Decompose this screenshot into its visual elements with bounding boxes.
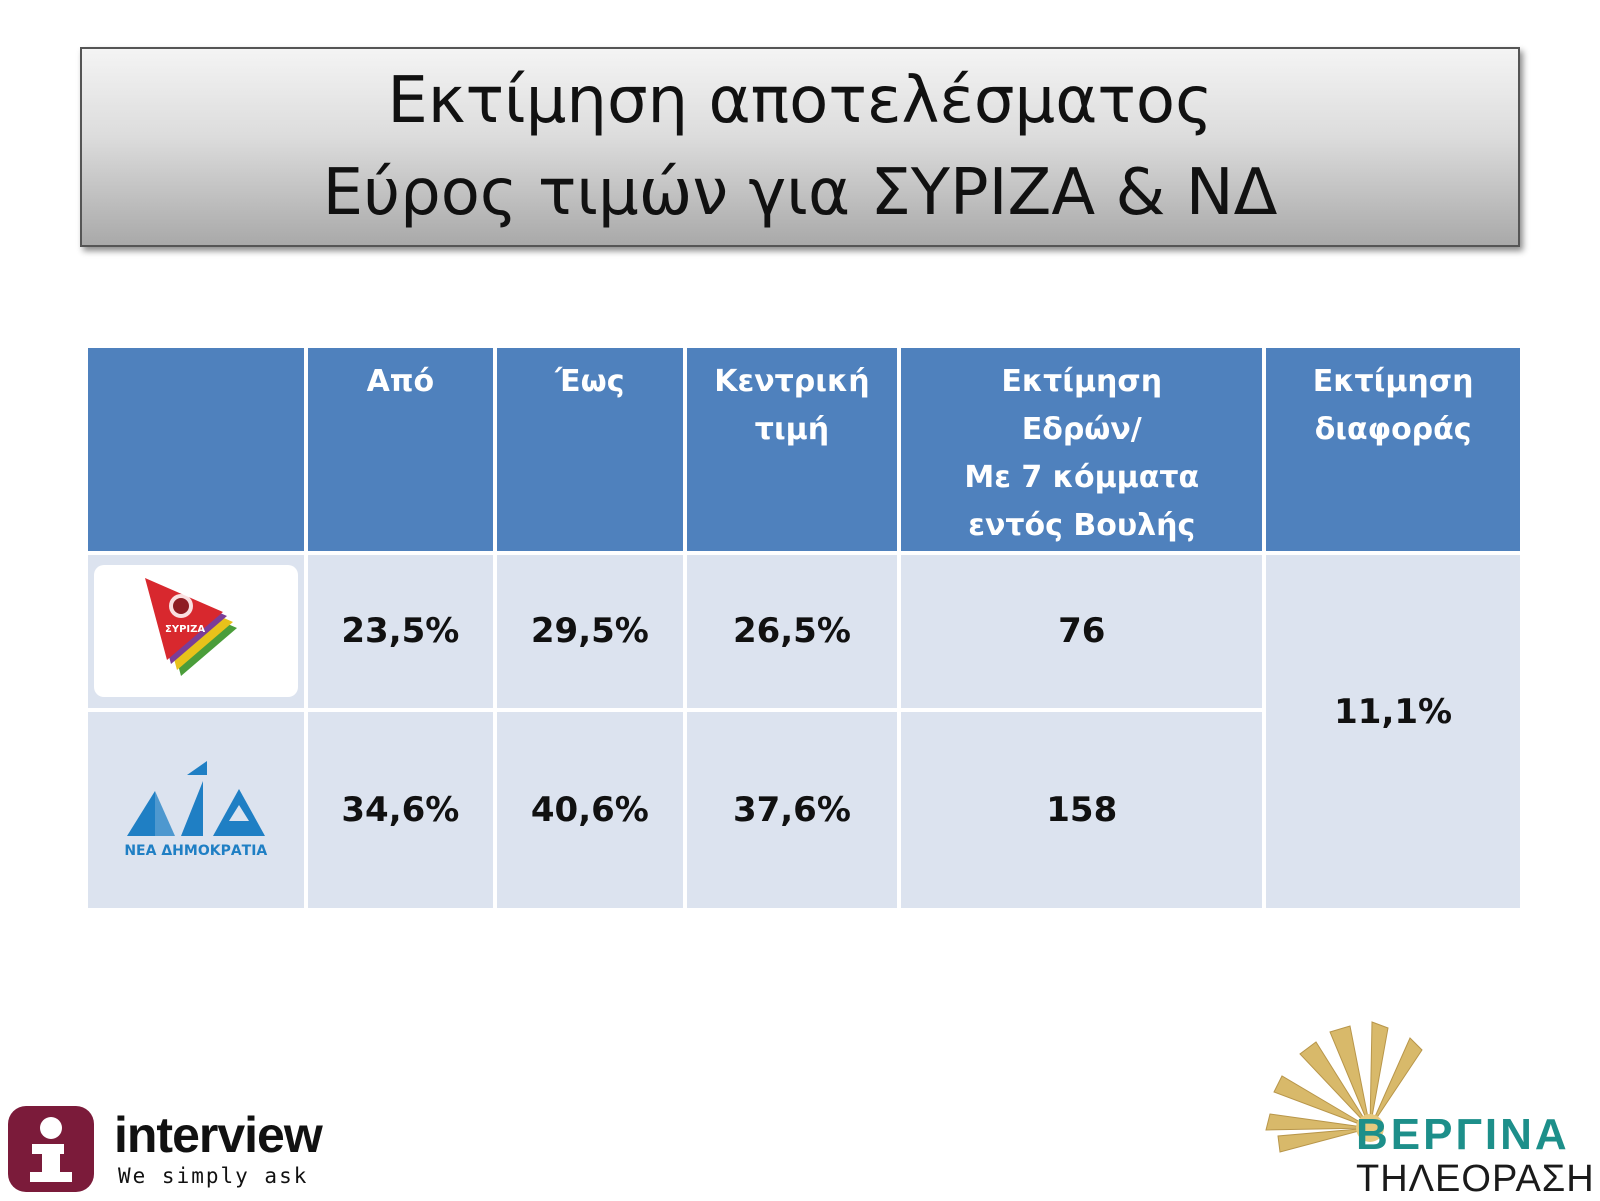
slide-title-line-2: Εύρος τιμών για ΣΥΡΙΖΑ & ΝΔ xyxy=(322,156,1278,230)
interview-slogan: We simply ask xyxy=(118,1164,309,1188)
interview-logo: interview We simply ask xyxy=(8,1106,368,1196)
nd-logo-cell: ΝΕΑ ΔΗΜΟΚΡΑΤΙΑ xyxy=(88,711,304,908)
table-row-nd: ΝΕΑ ΔΗΜΟΚΡΑΤΙΑ 34,6% 40,6% 37,6% 158 xyxy=(88,711,1520,908)
syriza-edres-cell: 76 xyxy=(901,555,1263,708)
nd-kentriki-cell: 37,6% xyxy=(686,711,898,908)
syriza-eos-cell: 29,5% xyxy=(497,555,683,708)
nd-edres-cell: 158 xyxy=(901,711,1263,908)
nd-eos-cell: 40,6% xyxy=(497,711,683,908)
poll-estimate-table: Από Έως Κεντρική τιμή Εκτίμηση Εδρών/ Με… xyxy=(84,344,1524,912)
header-kentriki: Κεντρική τιμή xyxy=(686,348,898,552)
vergina-subtitle: ΤΗΛΕΟΡΑΣΗ xyxy=(1356,1158,1595,1200)
nd-logo: ΝΕΑ ΔΗΜΟΚΡΑΤΙΑ xyxy=(88,760,304,859)
header-diafora: Εκτίμηση διαφοράς xyxy=(1266,348,1520,552)
slide-title-line-1: Εκτίμηση αποτελέσματος xyxy=(387,64,1213,138)
syriza-logo-text: ΣΥΡΙΖΑ xyxy=(165,624,205,635)
interview-wordmark: interview xyxy=(114,1107,323,1163)
interview-info-icon xyxy=(8,1106,94,1192)
vergina-sun-icon xyxy=(1265,1021,1423,1153)
header-apo: Από xyxy=(307,348,494,552)
header-eos: Έως xyxy=(497,348,683,552)
slide-title-box: Εκτίμηση αποτελέσματος Εύρος τιμών για Σ… xyxy=(80,47,1520,247)
header-empty-cell xyxy=(88,348,304,552)
nd-logo-graphic xyxy=(126,760,265,836)
header-edres-line-2: Εδρών/ xyxy=(1021,412,1142,447)
syriza-kentriki-cell: 26,5% xyxy=(686,555,898,708)
nd-apo-cell: 34,6% xyxy=(307,711,494,908)
table-row-syriza: ΣΥΡΙΖΑ 23,5% 29,5% 26,5% 76 11,1% xyxy=(88,555,1520,908)
header-kentriki-line-1: Κεντρική xyxy=(714,364,870,399)
vergina-tv-logo: ΒΕΡΓΙΝΑ ΤΗΛΕΟΡΑΣΗ xyxy=(1260,1018,1600,1200)
diafora-cell: 11,1% xyxy=(1266,555,1520,908)
syriza-logo-cell: ΣΥΡΙΖΑ xyxy=(88,555,304,708)
syriza-apo-cell: 23,5% xyxy=(307,555,494,708)
header-diafora-line-1: Εκτίμηση xyxy=(1312,364,1474,399)
header-edres-line-3: Με 7 κόμματα xyxy=(964,460,1200,495)
nd-logo-text: ΝΕΑ ΔΗΜΟΚΡΑΤΙΑ xyxy=(124,842,268,859)
syriza-logo-graphic: ΣΥΡΙΖΑ xyxy=(144,578,237,677)
header-edres: Εκτίμηση Εδρών/ Με 7 κόμματα εντός Βουλή… xyxy=(901,348,1263,552)
syriza-logo: ΣΥΡΙΖΑ xyxy=(94,565,298,698)
vergina-wordmark: ΒΕΡΓΙΝΑ xyxy=(1356,1110,1570,1159)
header-edres-line-4: εντός Βουλής xyxy=(968,508,1196,543)
header-diafora-line-2: διαφοράς xyxy=(1314,412,1472,447)
header-edres-line-1: Εκτίμηση xyxy=(1001,364,1163,399)
header-kentriki-line-2: τιμή xyxy=(754,412,830,447)
